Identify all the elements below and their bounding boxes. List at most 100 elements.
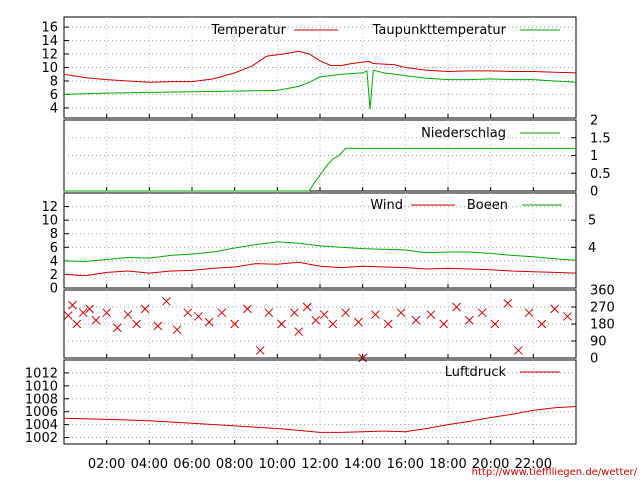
precipitation-ytick-label: 0 [590, 185, 598, 200]
wind_direction-point [102, 308, 112, 318]
wind_direction-point [277, 319, 286, 329]
wind-series-boeen [63, 241, 577, 263]
wind-ytick-label: 6 [50, 241, 58, 256]
wind_direction-point [85, 304, 94, 314]
time-tick-label: 12:00 [301, 457, 338, 472]
wind_direction-point [354, 317, 363, 327]
wind_direction-point [319, 310, 329, 319]
wind_direction-point [91, 315, 101, 325]
temperature-series-taupunkttemperatur [63, 69, 577, 110]
wind_direction-ytick-label: 180 [590, 318, 615, 333]
precipitation-ytick-label: 0.5 [590, 167, 611, 182]
temperature-legend-label: Temperatur [210, 23, 286, 38]
time-tick-label: 20:00 [472, 457, 509, 472]
wind_direction-point [328, 319, 338, 329]
time-tick-label: 16:00 [387, 457, 424, 472]
wind_direction-point [411, 315, 421, 325]
wind_direction-point [78, 308, 88, 318]
wind_direction-point [140, 304, 150, 314]
wind-ytick-label: 0 [50, 282, 58, 297]
time-tick-label: 02:00 [88, 457, 125, 472]
time-tick-label: 18:00 [429, 457, 466, 472]
wind_direction-point [490, 319, 500, 329]
wind_direction-point [563, 312, 572, 321]
pressure-series-luftdruck [63, 406, 577, 433]
wind_direction-point [524, 308, 534, 318]
wind_direction-point [183, 308, 193, 318]
wind_direction-point [112, 323, 122, 333]
wind_direction-point [194, 312, 203, 321]
wind_direction-point [452, 302, 461, 312]
wind_direction-point [294, 327, 304, 336]
pressure-ytick-label: 1008 [25, 392, 58, 407]
source-url: http://www.tiefflliegen.de/wetter/ [472, 467, 638, 478]
pressure-legend-label: Luftdruck [445, 365, 507, 380]
wind-legend-label: Wind [370, 198, 403, 213]
wind-ytick-label: 12 [41, 200, 58, 215]
wind-ytick-label: 2 [50, 268, 58, 283]
precipitation-ytick-label: 1 [590, 149, 598, 164]
pressure-ytick-label: 1004 [25, 418, 58, 433]
wind_direction-point [68, 300, 77, 310]
wind_direction-point [439, 319, 449, 329]
pressure-ytick-label: 1012 [25, 366, 58, 381]
wind_direction-point [383, 319, 393, 329]
temperature-ytick-label: 10 [41, 61, 58, 76]
wind-ytick-label: 4 [50, 254, 58, 269]
temperature-ytick-label: 14 [41, 34, 58, 49]
temperature-ytick-label: 12 [41, 48, 58, 63]
wind_direction-point [550, 304, 560, 314]
wind-ytick-label: 10 [41, 214, 58, 229]
wind_direction-ytick-label: 0 [590, 352, 598, 367]
time-tick-label: 14:00 [344, 457, 381, 472]
temperature-series-temperatur [63, 50, 577, 83]
wind_direction-point [426, 310, 436, 319]
wind_direction-point [341, 308, 350, 318]
wind-right-tick-label: 4 [588, 241, 596, 256]
time-tick-label: 06:00 [173, 457, 210, 472]
wind_direction-point [477, 308, 487, 318]
precipitation-ytick-label: 2 [590, 114, 598, 129]
wind_direction-point [132, 319, 141, 329]
wind_direction-point [514, 346, 523, 355]
precipitation-series-niederschlag [64, 147, 576, 192]
wind-ytick-label: 8 [50, 227, 58, 242]
wind_direction-ytick-label: 90 [590, 335, 607, 350]
wind_direction-point [396, 308, 406, 318]
pressure-ytick-label: 1006 [25, 405, 58, 420]
wind_direction-point [217, 308, 227, 318]
wind_direction-point [243, 304, 252, 314]
pressure-ytick-label: 1002 [25, 431, 58, 446]
temperature-ytick-label: 8 [50, 74, 58, 89]
wind_direction-point [204, 317, 214, 327]
time-tick-label: 04:00 [131, 457, 168, 472]
wind-right-tick-label: 5 [588, 214, 596, 229]
wind_direction-point [311, 315, 321, 325]
temperature-ytick-label: 6 [50, 88, 58, 103]
wind_direction-point [162, 296, 171, 306]
wind_direction-point [230, 319, 240, 329]
wind_direction-point [123, 310, 133, 319]
wind-series-wind [63, 261, 577, 277]
wind_direction-point [290, 308, 299, 318]
wind_direction-point [503, 298, 513, 308]
wind_direction-point [358, 353, 368, 363]
wind_direction-ytick-label: 270 [590, 301, 615, 316]
wind_direction-point [172, 325, 182, 335]
wind_direction-point [537, 319, 547, 329]
wind_direction-ytick-label: 360 [590, 284, 615, 299]
wind_direction-point [72, 319, 82, 329]
temperature-ytick-label: 4 [50, 101, 58, 116]
precipitation-ytick-label: 1.5 [590, 131, 611, 146]
wind_direction-point [264, 308, 274, 318]
temperature-legend-label: Taupunkttemperatur [372, 23, 507, 38]
wind_direction-point [153, 321, 163, 331]
time-tick-label: 08:00 [216, 457, 253, 472]
wind_direction-point [255, 346, 265, 355]
wind-legend-label: Boeen [467, 198, 508, 213]
pressure-ytick-label: 1010 [25, 379, 58, 394]
wind_direction-point [63, 311, 73, 320]
temperature-ytick-label: 16 [41, 21, 58, 36]
time-tick-label: 22:00 [515, 457, 552, 472]
